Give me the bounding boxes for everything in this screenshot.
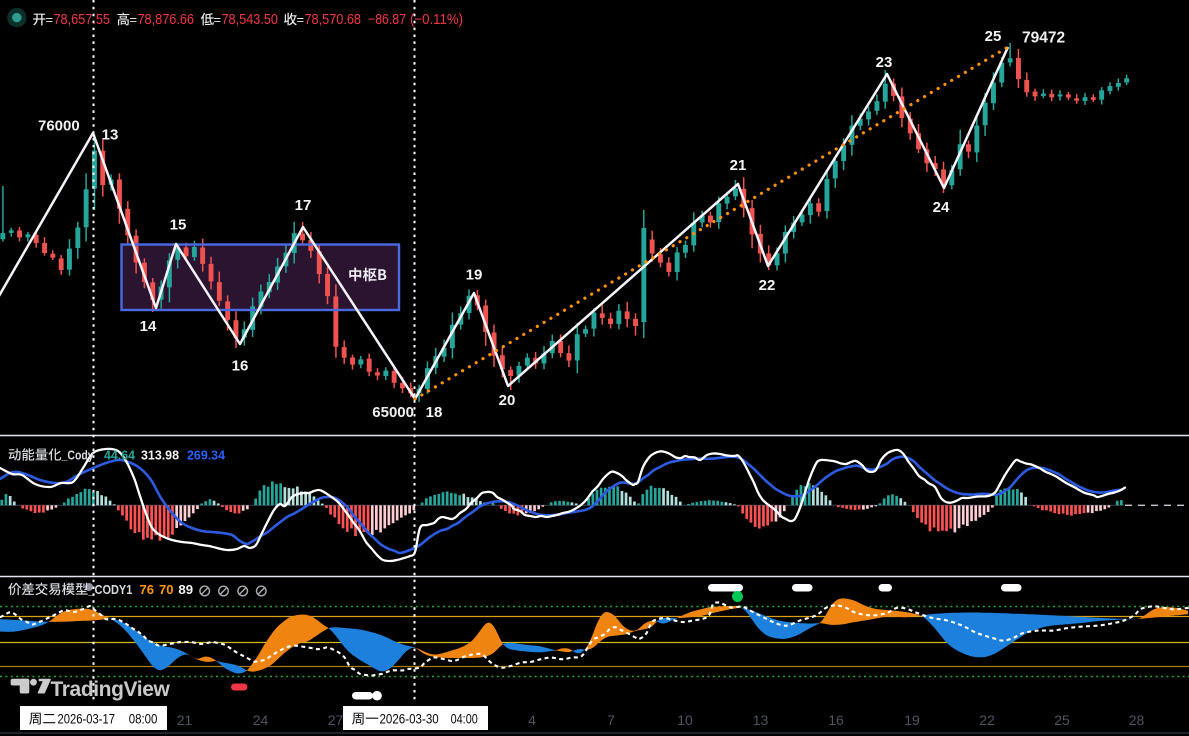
svg-text:70: 70 bbox=[159, 582, 173, 597]
svg-text:269.34: 269.34 bbox=[187, 448, 226, 463]
svg-text:−86.87: −86.87 bbox=[368, 12, 406, 28]
svg-text:22: 22 bbox=[759, 277, 776, 294]
svg-text:20: 20 bbox=[499, 392, 516, 409]
svg-text:21: 21 bbox=[177, 712, 193, 728]
svg-text:23: 23 bbox=[876, 54, 893, 71]
svg-text:4: 4 bbox=[528, 712, 536, 728]
svg-text:18: 18 bbox=[426, 404, 443, 421]
svg-text:10: 10 bbox=[677, 712, 693, 728]
svg-text:21: 21 bbox=[730, 157, 747, 174]
svg-text:25: 25 bbox=[1054, 712, 1070, 728]
svg-text:_CODY1: _CODY1 bbox=[88, 583, 133, 597]
svg-text:28: 28 bbox=[1129, 712, 1145, 728]
svg-text:2026-03-17: 2026-03-17 bbox=[58, 711, 116, 727]
svg-text:2026-03-30: 2026-03-30 bbox=[380, 711, 439, 727]
svg-text:89: 89 bbox=[178, 582, 193, 597]
svg-text:78,876.66: 78,876.66 bbox=[138, 12, 195, 28]
svg-text:=: = bbox=[130, 12, 138, 27]
svg-text:=: = bbox=[297, 12, 305, 27]
svg-text:19: 19 bbox=[904, 712, 920, 728]
svg-text:76: 76 bbox=[140, 582, 154, 597]
svg-text:313.98: 313.98 bbox=[141, 448, 179, 463]
svg-text:_Cody: _Cody bbox=[61, 449, 94, 463]
svg-text:22: 22 bbox=[979, 712, 995, 728]
svg-text:15: 15 bbox=[170, 217, 187, 234]
svg-text:78,570.68: 78,570.68 bbox=[305, 12, 362, 28]
svg-text:04:00: 04:00 bbox=[451, 711, 478, 727]
svg-text:TradingView: TradingView bbox=[51, 678, 171, 701]
svg-text:13: 13 bbox=[102, 127, 119, 144]
svg-text:79472: 79472 bbox=[1022, 30, 1065, 47]
svg-text:13: 13 bbox=[753, 712, 769, 728]
svg-text:24: 24 bbox=[253, 712, 269, 728]
svg-text:16: 16 bbox=[232, 358, 249, 375]
svg-text:=: = bbox=[46, 12, 54, 27]
svg-text:24: 24 bbox=[933, 199, 950, 216]
svg-text:19: 19 bbox=[466, 267, 483, 284]
svg-text:16: 16 bbox=[828, 712, 844, 728]
svg-text:(−0.11%): (−0.11%) bbox=[410, 12, 463, 28]
svg-text:7: 7 bbox=[607, 712, 615, 728]
svg-text:27: 27 bbox=[328, 712, 344, 728]
svg-text:25: 25 bbox=[985, 28, 1002, 45]
svg-text:78,543.50: 78,543.50 bbox=[222, 12, 279, 28]
svg-text:78,657.55: 78,657.55 bbox=[54, 12, 111, 28]
svg-text:14: 14 bbox=[140, 318, 157, 335]
svg-text:76000: 76000 bbox=[38, 118, 80, 135]
svg-text:08:00: 08:00 bbox=[129, 711, 158, 727]
svg-text:17: 17 bbox=[295, 197, 312, 214]
svg-text:=: = bbox=[214, 12, 222, 27]
svg-text:44.64: 44.64 bbox=[104, 448, 136, 463]
svg-text:65000: 65000 bbox=[372, 404, 414, 421]
